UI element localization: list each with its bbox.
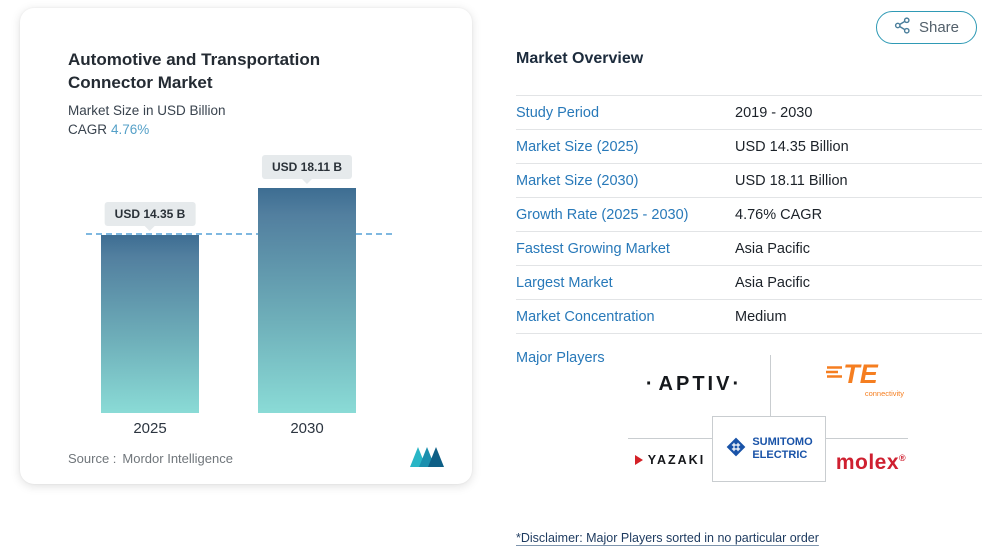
sumitomo-igeta-icon [725, 436, 747, 463]
disclaimer-text: *Disclaimer: Major Players sorted in no … [516, 531, 819, 545]
row-label: Fastest Growing Market [516, 240, 670, 257]
row-value: USD 14.35 Billion [735, 138, 849, 155]
molex-wordmark: molex [835, 451, 900, 474]
sumitomo-electric-logo: SUMITOMO ELECTRIC [712, 416, 826, 482]
yazaki-arrow-icon [634, 455, 643, 465]
row-value: Asia Pacific [735, 240, 810, 257]
yazaki-logo: YAZAKI [612, 453, 728, 467]
reference-dashed-line [86, 232, 392, 235]
te-stripes-icon [826, 365, 846, 384]
x-tick-2025: 2025 [133, 419, 167, 437]
source-label: Source : [68, 451, 117, 466]
chart-card: Automotive and Transportation Connector … [20, 8, 472, 484]
te-connectivity-logo: TE connectivity [796, 361, 908, 398]
share-button[interactable]: Share [875, 11, 977, 44]
row-label: Market Size (2030) [516, 172, 639, 189]
major-players-section: Major Players APTIV TE connectivity [516, 349, 982, 499]
te-sub-wordmark: connectivity [864, 389, 904, 398]
market-overview-panel: Share Market Overview Study Period 2019 … [516, 0, 982, 559]
source-row: Source : Mordor Intelligence [68, 445, 446, 472]
row-label: Market Concentration [516, 308, 655, 325]
row-value: 2019 - 2030 [735, 104, 813, 121]
sumitomo-wordmark-line1: SUMITOMO [752, 435, 813, 448]
share-icon [894, 17, 911, 38]
bar-value-label-2030: USD 18.11 B [261, 155, 353, 180]
sumitomo-wordmark-line2: ELECTRIC [752, 449, 808, 461]
row-label: Growth Rate (2025 - 2030) [516, 206, 689, 223]
bar-2030: USD 18.11 B 2030 [258, 155, 356, 437]
row-value: 4.76% CAGR [735, 206, 823, 223]
table-row: Market Size (2030) USD 18.11 Billion [516, 164, 982, 198]
table-row: Study Period 2019 - 2030 [516, 96, 982, 130]
row-value: USD 18.11 Billion [735, 172, 848, 189]
overview-table: Study Period 2019 - 2030 Market Size (20… [516, 95, 982, 334]
row-value: Asia Pacific [735, 274, 810, 291]
table-row: Market Size (2025) USD 14.35 Billion [516, 130, 982, 164]
bar-2025: USD 14.35 B 2025 [101, 201, 199, 437]
table-row: Largest Market Asia Pacific [516, 266, 982, 300]
chart-subtitle: Market Size in USD Billion [68, 102, 226, 118]
table-row: Market Concentration Medium [516, 300, 982, 334]
table-row: Growth Rate (2025 - 2030) 4.76% CAGR [516, 198, 982, 232]
cagr-value: 4.76% [111, 121, 150, 137]
major-players-diagram: APTIV TE connectivity [600, 349, 922, 489]
section-title: Market Overview [516, 50, 644, 67]
te-wordmark: TE [843, 359, 878, 389]
source-value: Mordor Intelligence [122, 451, 233, 466]
chart-cagr: CAGR 4.76% [68, 122, 442, 137]
row-label: Study Period [516, 104, 600, 121]
chart-title: Automotive and Transportation Connector … [68, 50, 321, 93]
row-value: Medium [735, 308, 787, 325]
yazaki-wordmark: YAZAKI [647, 453, 706, 467]
table-row: Fastest Growing Market Asia Pacific [516, 232, 982, 266]
bar-value-label-2025: USD 14.35 B [104, 201, 196, 226]
aptiv-logo: APTIV [626, 373, 762, 396]
players-divider-vertical [770, 355, 771, 416]
cagr-label: CAGR [68, 121, 108, 137]
molex-logo: molex® [826, 451, 916, 475]
bar-chart: USD 14.35 B 2025 USD 18.11 B 2030 [68, 155, 442, 437]
row-label: Market Size (2025) [516, 138, 639, 155]
x-tick-2030: 2030 [290, 419, 324, 437]
molex-registered-mark: ® [899, 453, 907, 463]
share-button-label: Share [918, 19, 959, 36]
row-label: Largest Market [516, 274, 613, 291]
source-text: Source : Mordor Intelligence [68, 451, 233, 466]
major-players-label: Major Players [516, 350, 605, 366]
mordor-intelligence-logo-icon [408, 445, 446, 472]
